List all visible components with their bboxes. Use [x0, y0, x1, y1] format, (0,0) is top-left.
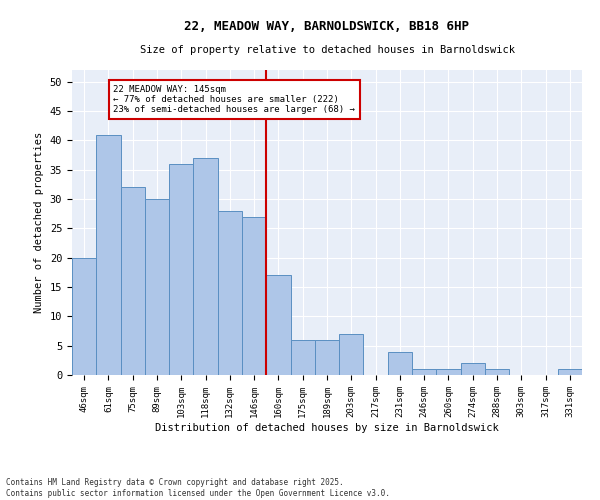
Bar: [218, 211, 242, 375]
Bar: [339, 334, 364, 375]
Bar: [412, 369, 436, 375]
Bar: [315, 340, 339, 375]
Bar: [121, 188, 145, 375]
Bar: [290, 340, 315, 375]
X-axis label: Distribution of detached houses by size in Barnoldswick: Distribution of detached houses by size …: [155, 422, 499, 432]
Bar: [145, 199, 169, 375]
Bar: [193, 158, 218, 375]
Bar: [96, 134, 121, 375]
Bar: [266, 276, 290, 375]
Bar: [242, 216, 266, 375]
Text: Contains HM Land Registry data © Crown copyright and database right 2025.
Contai: Contains HM Land Registry data © Crown c…: [6, 478, 390, 498]
Bar: [461, 364, 485, 375]
Text: 22 MEADOW WAY: 145sqm
← 77% of detached houses are smaller (222)
23% of semi-det: 22 MEADOW WAY: 145sqm ← 77% of detached …: [113, 84, 355, 114]
Text: Size of property relative to detached houses in Barnoldswick: Size of property relative to detached ho…: [139, 45, 515, 55]
Bar: [558, 369, 582, 375]
Bar: [169, 164, 193, 375]
Y-axis label: Number of detached properties: Number of detached properties: [34, 132, 44, 313]
Bar: [485, 369, 509, 375]
Bar: [436, 369, 461, 375]
Text: 22, MEADOW WAY, BARNOLDSWICK, BB18 6HP: 22, MEADOW WAY, BARNOLDSWICK, BB18 6HP: [185, 20, 470, 33]
Bar: [72, 258, 96, 375]
Bar: [388, 352, 412, 375]
